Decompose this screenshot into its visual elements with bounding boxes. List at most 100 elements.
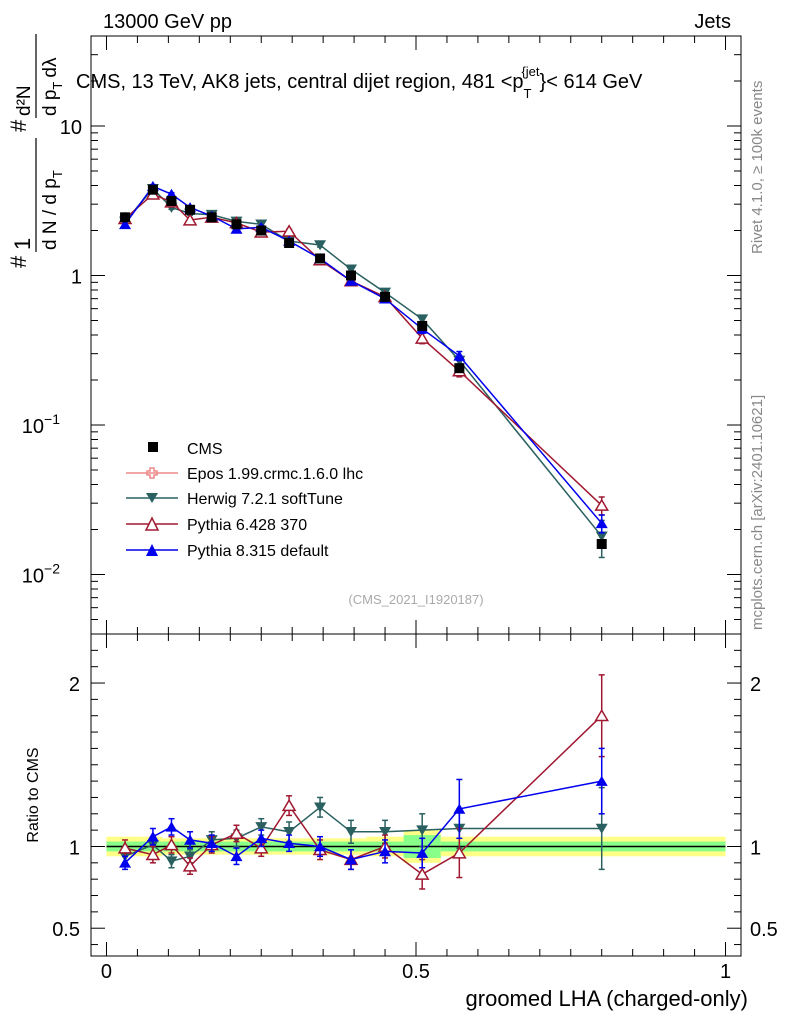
main-line-pythia6 [124, 193, 603, 506]
main-point-pythia6 [594, 498, 610, 511]
y-tick-label-base: 10 [22, 416, 44, 438]
ratio-series [117, 674, 610, 890]
x-tick-label: 0 [101, 961, 112, 983]
y-tick-label-main: 1 [71, 267, 82, 289]
legend-label-cms: CMS [187, 441, 223, 458]
energy-label: 13000 GeV pp [103, 11, 232, 33]
ratio-point-pythia6 [414, 867, 430, 880]
analysis-reference: (CMS_2021_I1920187) [348, 592, 483, 607]
y-tick-label-ratio: 2 [69, 674, 80, 696]
y-tick-label-ratio-right: 2 [750, 674, 761, 696]
ratio-point-pythia6 [594, 708, 610, 722]
ratio-point-pythia8 [165, 821, 178, 832]
legend-marker-epos [146, 467, 158, 479]
main-point-data [284, 237, 295, 248]
ratio-point-pythia8 [379, 845, 392, 857]
main-point-pythia8 [119, 218, 132, 230]
mcplots-label: mcplots.cern.ch [arXiv:2401.10621] [749, 395, 766, 630]
legend-marker-pythia6 [144, 516, 160, 531]
main-point-herwig [314, 240, 327, 251]
main-point-herwig [345, 264, 357, 275]
ratio-point-pythia6 [117, 841, 133, 854]
legend-label-pythia6: Pythia 6.428 370 [187, 517, 307, 534]
legend-entry-herwig: Herwig 7.2.1 softTune [126, 491, 343, 508]
legend-label-pythia8: Pythia 8.315 default [187, 543, 329, 560]
ylabel-hash-2: # [6, 119, 31, 132]
y-tick-label-exp: −1 [44, 411, 60, 427]
y-tick-label-base: 10 [22, 566, 44, 588]
rivet-label: Rivet 4.1.0, ≥ 100k events [749, 81, 766, 254]
ratio-point-pythia8 [453, 803, 466, 814]
ratio-point-pythia8 [595, 775, 608, 786]
ratio-point-herwig [379, 826, 392, 838]
main-point-pythia8 [595, 517, 608, 529]
main-series [117, 180, 610, 559]
x-axis-label: groomed LHA (charged-only) [466, 986, 748, 1011]
legend-marker-pythia8 [146, 544, 158, 556]
main-point-data [147, 184, 158, 195]
ratio-point-pythia8 [416, 847, 429, 858]
title-sub: T [524, 86, 532, 101]
ratio-point-herwig [255, 822, 268, 833]
y-tick-label-ratio: 1 [69, 837, 80, 859]
title-post: }< 614 GeV [540, 71, 644, 93]
ratio-point-pythia6 [164, 837, 179, 851]
ratio-point-herwig [314, 802, 327, 813]
main-point-data [417, 320, 428, 331]
ratio-point-pythia8 [314, 841, 327, 852]
ratio-ylabel: Ratio to CMS [25, 747, 42, 842]
main-point-data [380, 291, 391, 302]
y-tick-label-ratio: 0.5 [52, 919, 80, 941]
main-point-herwig [416, 314, 429, 325]
ratio-point-herwig [416, 825, 429, 836]
main-point-data [206, 212, 217, 223]
ylabel-right-num: d²N [14, 85, 35, 116]
legend-entry-epos: Epos 1.99.crmc.1.6.0 lhc [126, 466, 363, 483]
main-point-data [454, 363, 465, 374]
ratio-point-pythia8 [146, 831, 159, 842]
legend-marker-herwig [146, 493, 158, 503]
ratio-point-pythia6 [182, 859, 198, 872]
ratio-point-pythia8 [184, 834, 197, 845]
ratio-point-herwig [595, 823, 608, 834]
y-tick-label-main: 10 [60, 117, 82, 139]
ratio-point-pythia8 [283, 837, 296, 849]
y-tick-label-ratio-right: 1 [750, 837, 761, 859]
main-point-data [596, 538, 607, 549]
ratio-ticks: 0.5 0.5 1 1 2 2 0 0.5 1 [52, 634, 778, 983]
ratio-point-pythia8 [255, 832, 268, 844]
legend: CMS Epos 1.99.crmc.1.6.0 lhc Herwig 7.2.… [126, 441, 363, 560]
ratio-point-herwig [184, 851, 197, 862]
legend-marker-cms [148, 442, 158, 452]
legend-entry-cms: CMS [148, 441, 223, 458]
legend-label-epos: Epos 1.99.crmc.1.6.0 lhc [187, 466, 363, 483]
ratio-point-pythia8 [230, 850, 243, 862]
main-line-herwig [124, 187, 603, 537]
ratio-point-pythia6 [452, 846, 467, 859]
legend-entry-pythia6: Pythia 6.428 370 [126, 516, 307, 534]
ratio-point-pythia6 [253, 841, 269, 854]
y-tick-label-ratio-right: 0.5 [750, 919, 778, 941]
ratio-point-pythia8 [119, 857, 132, 868]
ratio-point-herwig [345, 826, 357, 838]
x-tick-label: 1 [720, 961, 731, 983]
x-tick-label: 0.5 [402, 961, 430, 983]
ratio-point-pythia6 [229, 826, 244, 839]
main-point-pythia8 [453, 350, 466, 361]
ylabel-frac-num: 1 [10, 238, 35, 250]
ratio-frame [90, 633, 742, 957]
main-point-data [231, 219, 242, 230]
ratio-point-pythia6 [281, 798, 297, 812]
main-point-data [256, 225, 267, 236]
main-point-data [315, 253, 326, 264]
main-point-data [120, 212, 131, 223]
ratio-point-pythia8 [345, 854, 357, 865]
category-label: Jets [694, 11, 731, 33]
y-tick-label-exp: −2 [44, 561, 60, 577]
y-tick-label-main: 10−1 [22, 411, 60, 438]
y-tick-label-main: 10−2 [22, 561, 60, 588]
main-point-data [166, 196, 177, 207]
title-sup: {jet [521, 64, 539, 79]
